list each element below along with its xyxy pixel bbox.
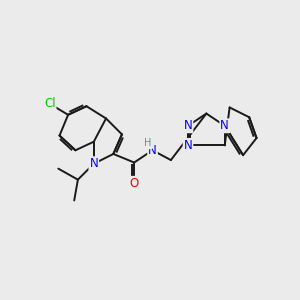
Text: Cl: Cl xyxy=(44,97,56,110)
Text: O: O xyxy=(130,177,139,190)
Text: N: N xyxy=(184,119,192,132)
Text: N: N xyxy=(184,139,192,152)
Text: N: N xyxy=(148,144,157,157)
Text: H: H xyxy=(144,138,152,148)
Text: N: N xyxy=(89,157,98,170)
Text: N: N xyxy=(220,119,229,132)
